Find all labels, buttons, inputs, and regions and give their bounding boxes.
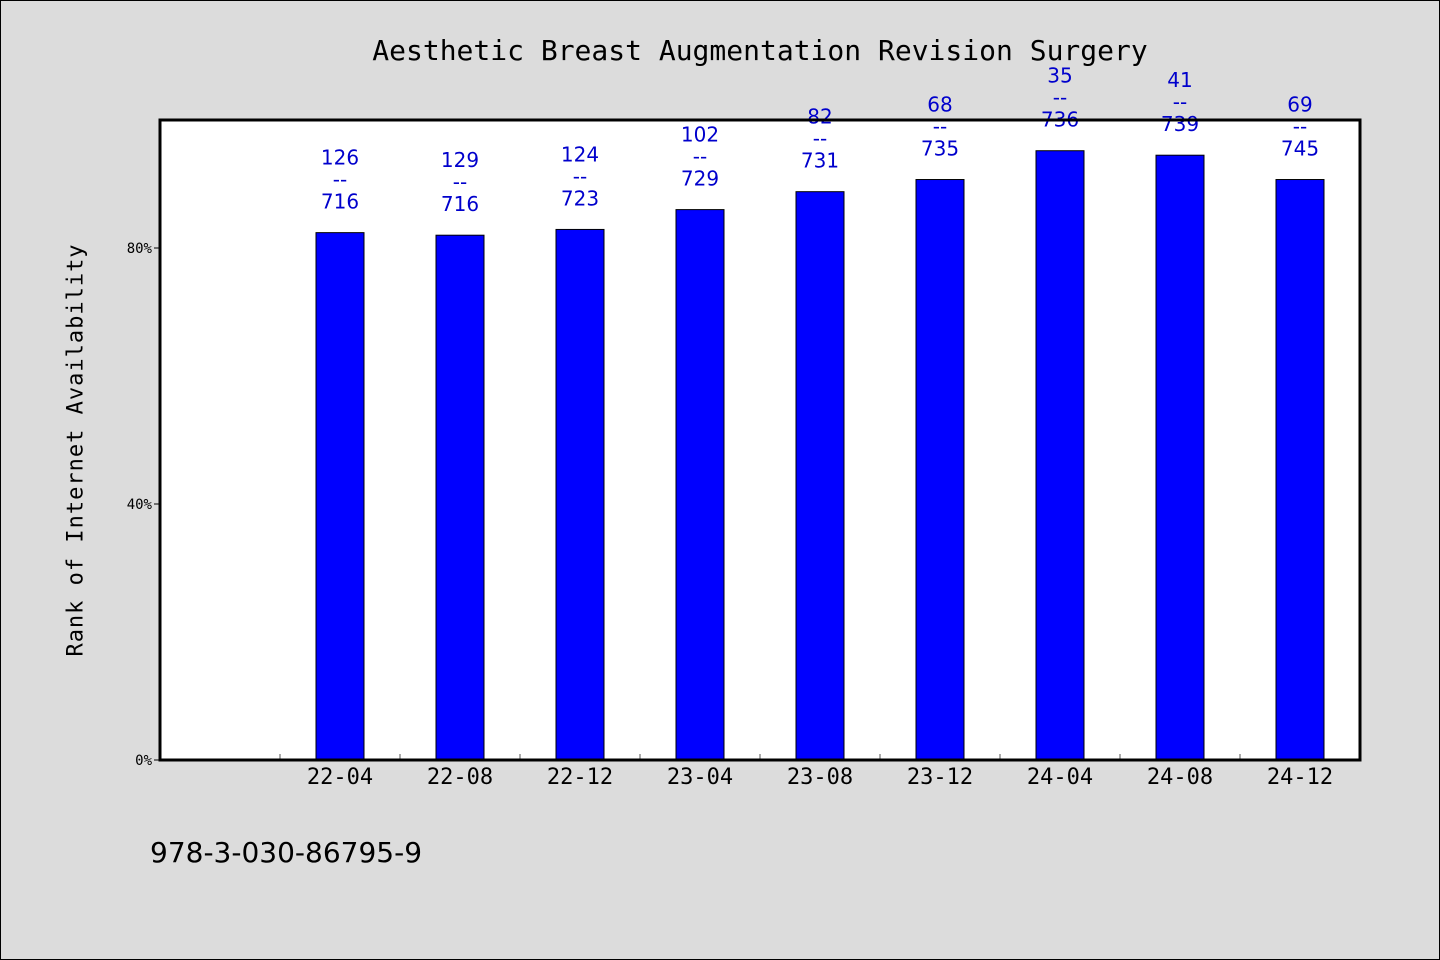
total-label: 739	[1161, 112, 1199, 136]
x-tick-label: 22-04	[307, 765, 373, 790]
x-tick-label: 23-04	[667, 765, 733, 790]
rank-label: 126	[321, 146, 359, 170]
label-separator: --	[933, 115, 947, 139]
x-tick-label: 23-12	[907, 765, 973, 790]
rank-label: 35	[1047, 64, 1072, 88]
bar-23-12	[915, 179, 965, 761]
rank-label: 82	[807, 105, 832, 129]
bar-24-08	[1155, 154, 1205, 761]
x-tick-label: 24-04	[1027, 765, 1093, 790]
label-separator: --	[1173, 90, 1187, 114]
total-label: 735	[921, 137, 959, 161]
bar-24-04	[1035, 150, 1085, 761]
rank-label: 69	[1287, 93, 1312, 117]
x-tick-label: 23-08	[787, 765, 853, 790]
total-label: 716	[441, 192, 479, 216]
rank-label: 129	[441, 148, 479, 172]
bars-layer	[315, 150, 1325, 761]
isbn-label: 978-3-030-86795-9	[150, 836, 423, 869]
total-label: 729	[681, 167, 719, 191]
rank-label: 68	[927, 93, 952, 117]
label-separator: --	[453, 170, 467, 194]
bar-22-08	[435, 234, 485, 761]
x-tick-label: 22-12	[547, 765, 613, 790]
total-label: 723	[561, 186, 599, 210]
axes-layer: 22-04 22-08 22-12 23-04 23-08 23-12 24-04 24-08…	[127, 241, 1361, 790]
bar-22-04	[315, 232, 365, 761]
label-separator: --	[573, 164, 587, 188]
bar-24-12	[1275, 179, 1325, 761]
label-separator: --	[813, 127, 827, 151]
plot-border	[158, 118, 1362, 762]
total-label: 716	[321, 190, 359, 214]
label-separator: --	[693, 145, 707, 169]
x-tick-label: 22-08	[427, 765, 493, 790]
x-tick-label: 24-08	[1147, 765, 1213, 790]
rank-label: 124	[561, 142, 599, 166]
bar-22-12	[555, 228, 605, 761]
bar-23-08	[795, 191, 845, 761]
total-label: 745	[1281, 137, 1319, 161]
chart-title: Aesthetic Breast Augmentation Revision S…	[372, 34, 1148, 67]
total-label: 731	[801, 149, 839, 173]
rank-label: 41	[1167, 68, 1192, 92]
y-tick-label: 0%	[135, 753, 152, 769]
label-separator: --	[1053, 86, 1067, 110]
bar-23-04	[675, 209, 725, 761]
label-separator: --	[1293, 115, 1307, 139]
x-tick-label: 24-12	[1267, 765, 1333, 790]
y-tick-label: 40%	[127, 497, 153, 513]
y-tick-label: 80%	[127, 241, 153, 257]
label-separator: --	[333, 168, 347, 192]
rank-label: 102	[681, 123, 719, 147]
